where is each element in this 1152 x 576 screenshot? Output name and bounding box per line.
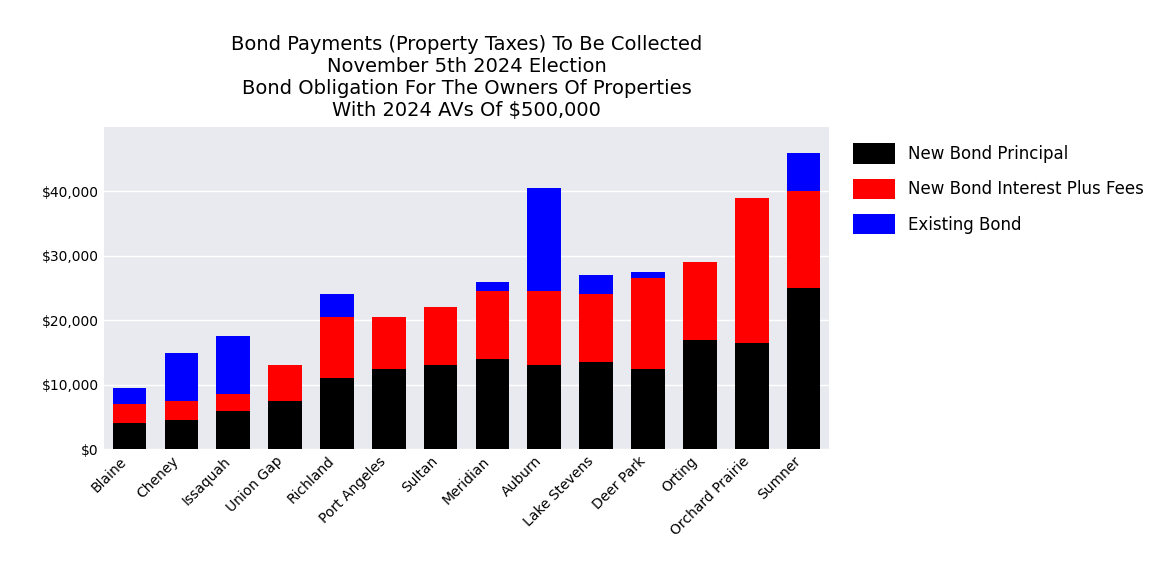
Bar <box>476 359 509 449</box>
Bar <box>113 423 146 449</box>
Bar <box>528 365 561 449</box>
Bar <box>424 308 457 365</box>
Bar <box>528 291 561 365</box>
Bar <box>424 365 457 449</box>
Bar <box>165 420 198 449</box>
Bar <box>268 365 302 401</box>
Title: Bond Payments (Property Taxes) To Be Collected
November 5th 2024 Election
Bond O: Bond Payments (Property Taxes) To Be Col… <box>230 35 703 120</box>
Bar <box>787 288 820 449</box>
Bar <box>217 336 250 395</box>
Bar <box>735 198 768 343</box>
Bar <box>631 272 665 278</box>
Bar <box>372 369 406 449</box>
Legend: New Bond Principal, New Bond Interest Plus Fees, Existing Bond: New Bond Principal, New Bond Interest Pl… <box>846 135 1152 242</box>
Bar <box>735 343 768 449</box>
Bar <box>113 388 146 404</box>
Bar <box>683 262 717 340</box>
Bar <box>631 278 665 369</box>
Bar <box>579 362 613 449</box>
Bar <box>320 317 354 378</box>
Bar <box>217 411 250 449</box>
Bar <box>787 191 820 288</box>
Bar <box>113 404 146 423</box>
Bar <box>631 369 665 449</box>
Bar <box>683 340 717 449</box>
Bar <box>372 317 406 369</box>
Bar <box>268 401 302 449</box>
Bar <box>165 401 198 420</box>
Bar <box>165 353 198 401</box>
Bar <box>579 294 613 362</box>
Bar <box>476 282 509 291</box>
Bar <box>217 395 250 411</box>
Bar <box>787 153 820 191</box>
Bar <box>320 378 354 449</box>
Bar <box>579 275 613 294</box>
Bar <box>476 291 509 359</box>
Bar <box>320 294 354 317</box>
Bar <box>528 188 561 291</box>
